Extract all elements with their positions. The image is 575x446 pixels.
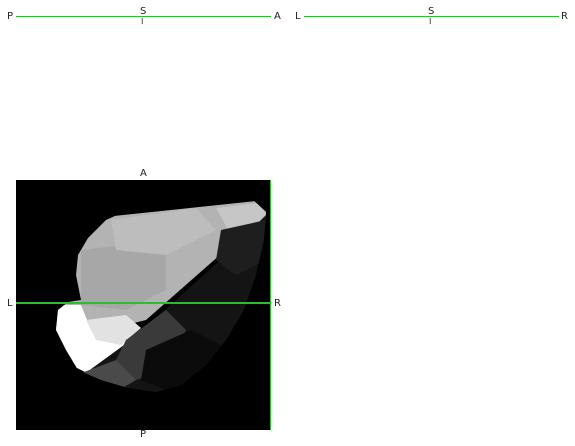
sagittal-crosshair-horizontal[interactable]	[16, 16, 271, 17]
axial-crosshair-vertical[interactable]	[270, 180, 271, 430]
sagittal-bottom-label: I	[141, 17, 144, 26]
axial-left-label: L	[7, 298, 13, 309]
axial-crosshair-horizontal[interactable]	[16, 302, 271, 304]
axial-right-label: R	[274, 298, 281, 309]
coronal-left-label: L	[295, 11, 301, 22]
sagittal-top-label: S	[140, 6, 147, 17]
sagittal-right-label: A	[274, 11, 281, 22]
coronal-crosshair-horizontal[interactable]	[304, 16, 559, 17]
sagittal-left-label: P	[7, 11, 14, 22]
coronal-bottom-label: I	[429, 17, 432, 26]
axial-slice-image	[16, 180, 271, 430]
axial-bottom-label: P	[140, 429, 147, 440]
axial-top-label: A	[140, 168, 147, 179]
axial-view[interactable]	[16, 180, 271, 430]
coronal-right-label: R	[561, 11, 568, 22]
coronal-top-label: S	[428, 6, 435, 17]
